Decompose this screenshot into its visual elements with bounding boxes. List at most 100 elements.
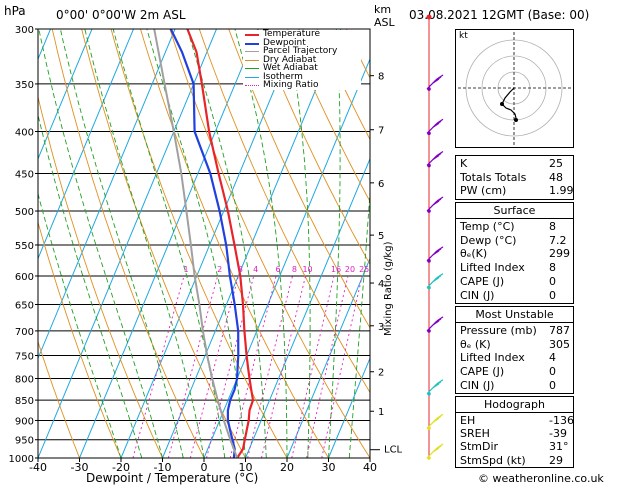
legend: Temperature Dewpoint Parcel Trajectory Dry …	[243, 30, 361, 90]
hodograph-table-value: 29	[549, 453, 563, 467]
most-unstable-label: CIN (J)	[460, 378, 495, 392]
km-tick-label: 4	[378, 279, 384, 290]
mixing-ratio-line	[189, 275, 239, 458]
hodograph-table-panel: Hodograph EH -136 SREH -39 StmDir 31° StmSpd (…	[455, 396, 574, 468]
km-tick-label: 8	[378, 72, 384, 83]
most-unstable-row: CIN (J) 0	[460, 379, 569, 392]
legend-swatch	[245, 85, 259, 86]
isotherm-line	[38, 29, 176, 360]
dry-adiabat-line	[38, 95, 163, 458]
surface-label: θₑ(K)	[460, 247, 488, 261]
legend-swatch	[245, 51, 259, 52]
pressure-tick-label: 650	[15, 301, 34, 312]
hodograph-table-label: StmDir	[460, 440, 499, 454]
wet-adiabat-line	[38, 29, 163, 458]
hodograph-table-row: SREH -39	[460, 427, 569, 440]
pressure-tick-label: 450	[15, 169, 34, 180]
wind-barb	[426, 74, 444, 91]
location-label: 0°00' 0°00'W 2m ASL	[56, 8, 186, 22]
surface-label: CAPE (J)	[460, 274, 505, 288]
legend-label: Dry Adiabat	[263, 54, 317, 65]
km-tick-label: 6	[378, 179, 384, 190]
isotherm-line	[38, 29, 217, 458]
mixing-ratio-line	[306, 275, 349, 458]
most-unstable-row: Lifted Index 4	[460, 351, 569, 364]
legend-swatch	[245, 34, 259, 36]
asl-unit-label: ASL	[374, 16, 395, 29]
mixing-ratio-line	[132, 275, 185, 458]
dry-adiabat-line	[38, 340, 80, 458]
pressure-tick-label: 950	[15, 436, 34, 447]
surface-row: Lifted Index 8	[460, 261, 569, 274]
pressure-tick-label: 600	[15, 272, 34, 283]
wet-adiabat-line	[286, 29, 311, 458]
dry-adiabat-line	[198, 29, 370, 394]
legend-label: Isotherm	[263, 71, 303, 82]
surface-label: Lifted Index	[460, 261, 525, 275]
wind-barb	[426, 379, 444, 396]
pressure-tick-label: 1000	[9, 454, 34, 465]
legend-swatch	[245, 59, 259, 61]
surface-value: 299	[549, 247, 570, 261]
mixing-ratio-label: 3	[238, 265, 243, 274]
pressure-tick-label: 850	[15, 396, 34, 407]
mixing-ratio-line	[321, 275, 363, 458]
most-unstable-label: Lifted Index	[460, 351, 525, 365]
index-value: 48	[549, 170, 563, 184]
isotherm-line	[203, 57, 370, 458]
hodograph-table-row: EH -136	[460, 414, 574, 427]
temperature-tick-label: -10	[154, 461, 172, 474]
surface-title: Surface	[493, 204, 536, 217]
most-unstable-label: CAPE (J)	[460, 365, 505, 379]
hodograph-point	[500, 102, 504, 106]
dry-adiabat-line	[110, 29, 288, 458]
surface-label: Dewp (°C)	[460, 233, 517, 247]
hodograph-panel: kt	[455, 29, 574, 148]
hodograph-table-row: StmDir 31°	[460, 440, 569, 453]
legend-label: Mixing Ratio	[263, 80, 319, 90]
series-line-temperature	[186, 29, 255, 458]
wet-adiabat-line	[234, 29, 288, 458]
isotherm-line	[79, 29, 259, 458]
most-unstable-value: 305	[549, 337, 570, 351]
surface-value: 8	[549, 261, 556, 275]
legend-swatch	[245, 76, 259, 78]
mixing-ratio-label: 16	[331, 265, 341, 274]
isotherm-line	[328, 356, 370, 458]
isotherm-line	[120, 29, 300, 458]
hpa-unit-label: hPa	[4, 4, 26, 18]
km-tick-label: 5	[378, 231, 384, 242]
surface-row: θₑ(K) 299	[460, 247, 570, 261]
isotherm-line	[162, 29, 342, 458]
surface-row: Temp (°C) 8	[460, 220, 569, 233]
mixing-ratio-label: 2	[217, 265, 222, 274]
wind-barb	[426, 196, 444, 213]
wind-barb	[426, 118, 444, 136]
km-tick-label: 1	[378, 407, 384, 418]
legend-label: Wet Adiabat	[263, 63, 318, 73]
pressure-tick-label: 750	[15, 351, 34, 362]
mixing-ratio-axis-title: Mixing Ratio (g/kg)	[383, 241, 394, 336]
most-unstable-value: 0	[549, 378, 556, 392]
temperature-tick-label: 30	[322, 461, 336, 474]
index-row: K 25	[460, 157, 569, 170]
mixing-ratio-label: 10	[302, 265, 312, 274]
isotherm-line	[38, 29, 93, 161]
temperature-tick-label: 0	[201, 461, 208, 474]
wet-adiabat-line	[38, 113, 143, 458]
dry-adiabat-line	[51, 29, 205, 458]
pressure-tick-label: 350	[15, 80, 34, 91]
datetime-label: 03.08.2021 12GMT (Base: 00)	[409, 8, 590, 22]
mixing-ratio-label: 20	[345, 265, 355, 274]
hodograph-trace	[501, 87, 517, 119]
dry-adiabat-line	[257, 29, 370, 266]
pressure-tick-label: 500	[15, 207, 34, 218]
temperature-tick-label: -30	[71, 461, 89, 474]
hodograph-point	[514, 118, 518, 122]
copyright-label: © weatheronline.co.uk	[478, 472, 604, 485]
pressure-tick-label: 800	[15, 374, 34, 385]
dry-adiabat-line	[38, 220, 122, 458]
km-unit-label: km	[374, 3, 392, 16]
surface-row: CAPE (J) 0	[460, 275, 569, 288]
dry-adiabat-line	[287, 29, 370, 203]
